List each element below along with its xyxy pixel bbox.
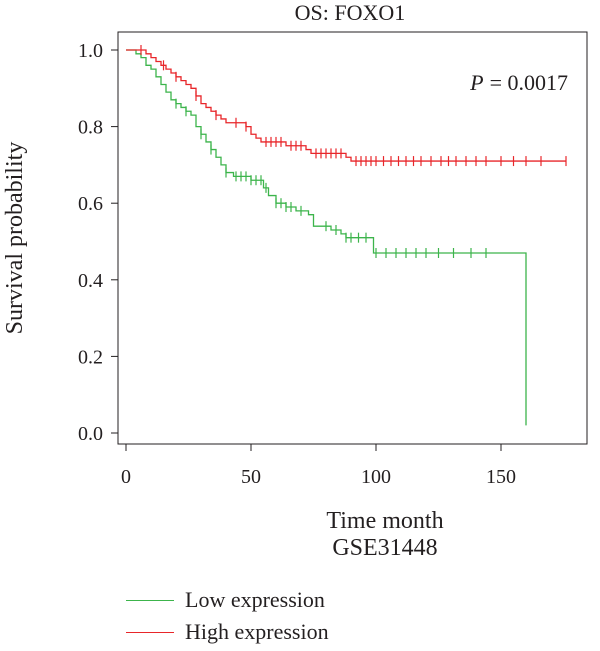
legend-label-low: Low expression [185, 587, 325, 612]
p-value-text: = 0.0017 [490, 70, 568, 95]
survival-line-high [126, 49, 566, 162]
survival-curves [126, 45, 567, 426]
legend: Low expression High expression [126, 587, 426, 651]
x-tick-label: 0 [121, 466, 131, 488]
plot-frame [117, 31, 588, 445]
legend-line-high [126, 632, 174, 633]
x-tick-label: 50 [241, 466, 261, 488]
legend-label-high: High expression [185, 619, 329, 644]
series-low [126, 49, 527, 426]
x-tick-label: 150 [486, 466, 516, 488]
y-tick-label: 0.2 [78, 346, 103, 368]
x-axis-label: Time month [326, 508, 443, 534]
legend-line-low [126, 600, 174, 601]
series-high [126, 45, 567, 167]
y-tick-label: 0.8 [78, 117, 103, 139]
dataset-label: GSE31448 [332, 535, 437, 561]
p-symbol: P [469, 70, 483, 95]
y-tick-label: 0.0 [78, 423, 103, 445]
x-tick-label: 100 [361, 466, 391, 488]
legend-item-low: Low expression [126, 587, 426, 619]
p-value-annotation: P = 0.0017 [469, 70, 568, 95]
y-tick-label: 0.4 [78, 270, 103, 292]
y-tick-label: 1.0 [78, 40, 103, 62]
chart-title: OS: FOXO1 [295, 0, 406, 25]
x-axis: 0 50 100 150 [121, 444, 516, 488]
y-axis: 0.0 0.2 0.4 0.6 0.8 1.0 [78, 40, 118, 445]
survival-line-low [126, 49, 527, 426]
legend-item-high: High expression [126, 619, 426, 651]
y-tick-label: 0.6 [78, 193, 103, 215]
y-axis-label: Survival probability [2, 142, 28, 335]
